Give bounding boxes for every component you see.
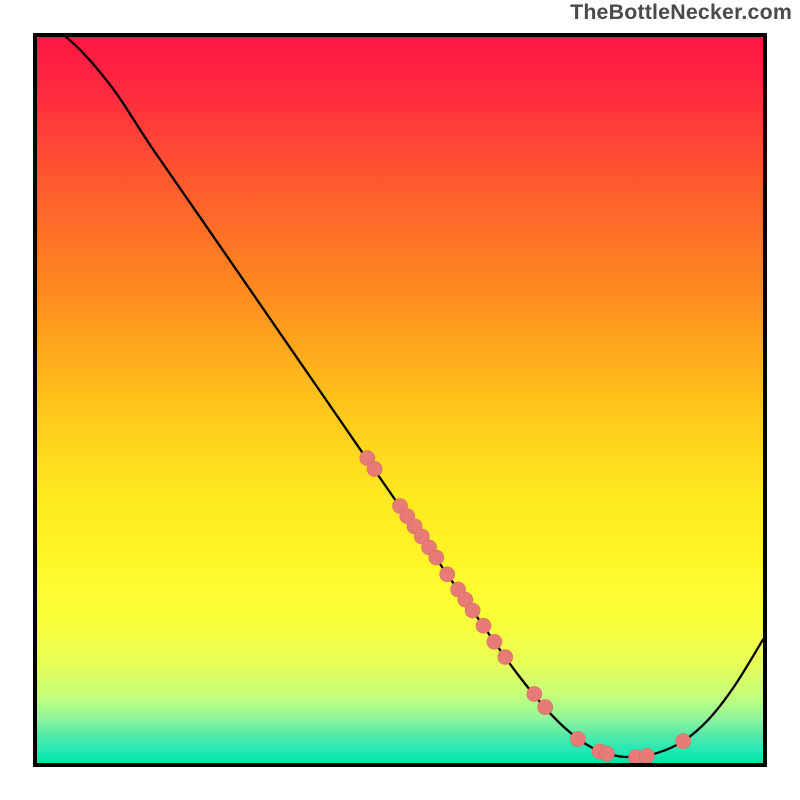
data-marker [476,618,491,633]
data-marker [465,603,480,618]
plot-svg [37,37,763,763]
data-marker [429,550,444,565]
data-marker [639,748,654,763]
plot-area [33,33,767,767]
data-marker [367,461,382,476]
data-marker [498,650,513,665]
curve-line [37,37,763,757]
data-marker [440,567,455,582]
chart-canvas: TheBottleNecker.com [0,0,800,800]
data-marker [570,732,585,747]
data-marker [599,746,614,761]
data-marker [538,700,553,715]
watermark-text: TheBottleNecker.com [570,0,792,25]
data-marker [527,687,542,702]
data-marker [487,634,502,649]
data-marker [676,734,691,749]
